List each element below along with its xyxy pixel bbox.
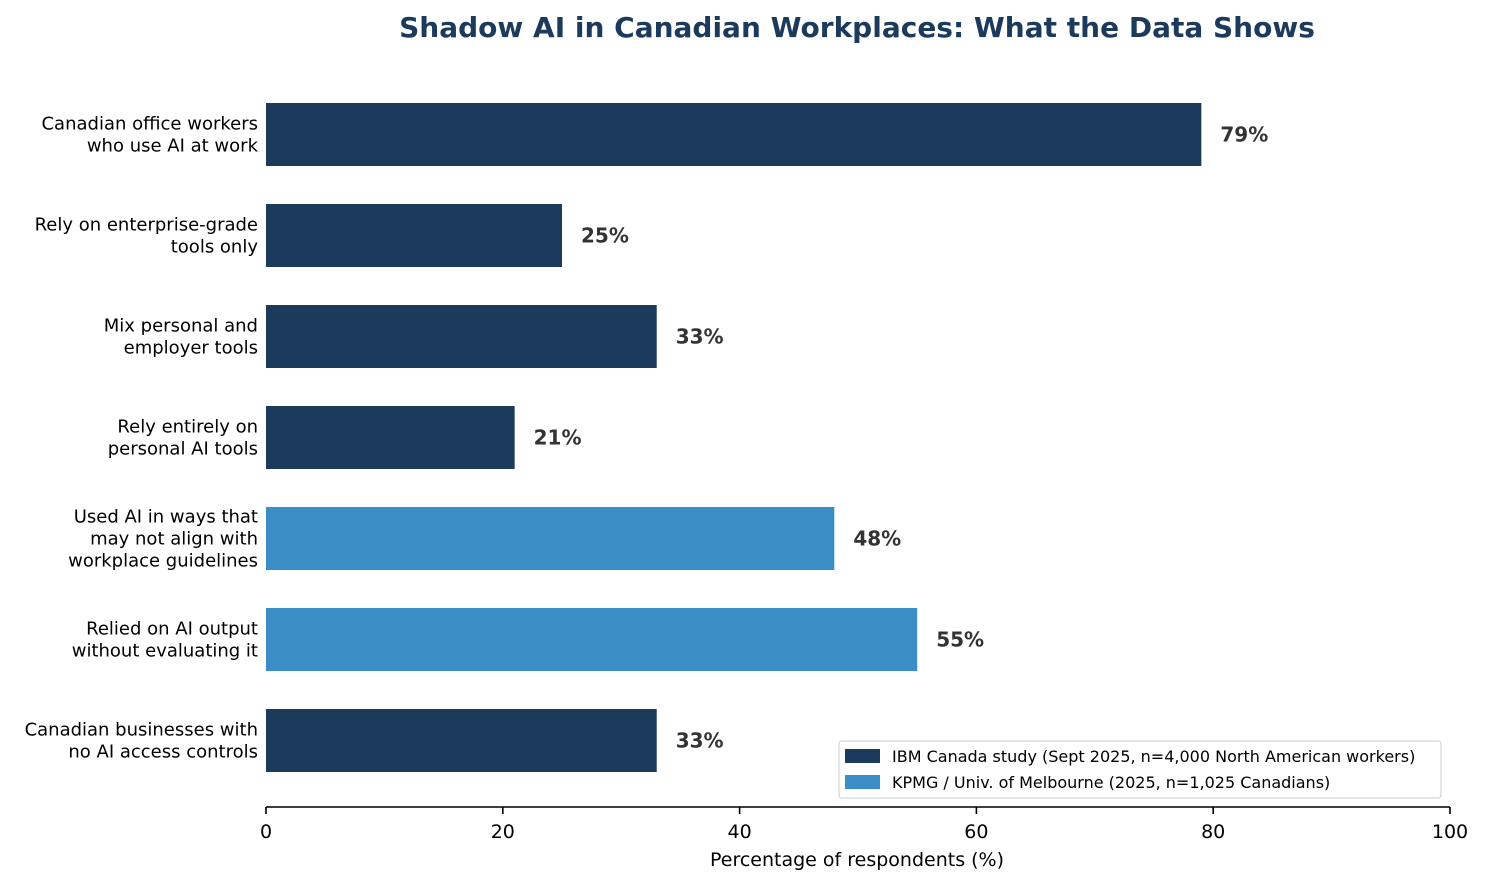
category-label: Canadian office workers who use AI at wor… — [41, 114, 258, 157]
bar-value-label: 48% — [853, 527, 901, 551]
bar — [266, 305, 657, 368]
bars-layer — [266, 103, 1202, 772]
bar — [266, 709, 657, 772]
legend: IBM Canada study (Sept 2025, n=4,000 Nor… — [838, 740, 1442, 799]
bar-value-label: 55% — [936, 628, 984, 652]
x-tick-label: 40 — [728, 821, 752, 843]
bar-value-label: 33% — [676, 729, 724, 753]
value-labels-layer: 79% 25% 33% 21% 48% 55% 33% — [534, 123, 1269, 753]
bar — [266, 204, 562, 267]
bar-value-label: 25% — [581, 224, 629, 248]
bar — [266, 507, 835, 570]
legend-frame — [838, 740, 1442, 799]
bar-value-label: 21% — [534, 426, 582, 450]
bar — [266, 103, 1202, 166]
x-axis-label: Percentage of respondents (%) — [710, 849, 1004, 871]
bar — [266, 608, 918, 671]
x-tick-label: 80 — [1201, 821, 1225, 843]
x-tick-label: 0 — [260, 821, 272, 843]
x-axis: 0 20 40 60 80 100 — [260, 806, 1468, 843]
legend-entry-label: IBM Canada study (Sept 2025, n=4,000 Nor… — [892, 747, 1415, 766]
x-tick-label: 100 — [1432, 821, 1468, 843]
chart-title: Shadow AI in Canadian Workplaces: What t… — [399, 11, 1315, 44]
bar-value-label: 79% — [1220, 123, 1268, 147]
category-labels-layer: Canadian office workers who use AI at wor… — [25, 114, 259, 763]
category-label: Used AI in ways that may not align with wo… — [68, 507, 258, 572]
category-label: Rely on enterprise-grade tools only — [35, 215, 259, 258]
bar-value-label: 33% — [676, 325, 724, 349]
legend-swatch — [845, 775, 880, 789]
x-tick-label: 60 — [964, 821, 988, 843]
category-label: Relied on AI output without evaluating it — [72, 619, 258, 662]
category-label: Canadian businesses with no AI access con… — [25, 720, 258, 763]
category-label: Mix personal and employer tools — [104, 316, 258, 359]
category-label: Rely entirely on personal AI tools — [108, 417, 258, 460]
x-tick-label: 20 — [491, 821, 515, 843]
legend-swatch — [845, 749, 880, 763]
bar — [266, 406, 515, 469]
legend-entry-label: KPMG / Univ. of Melbourne (2025, n=1,025… — [892, 773, 1330, 792]
